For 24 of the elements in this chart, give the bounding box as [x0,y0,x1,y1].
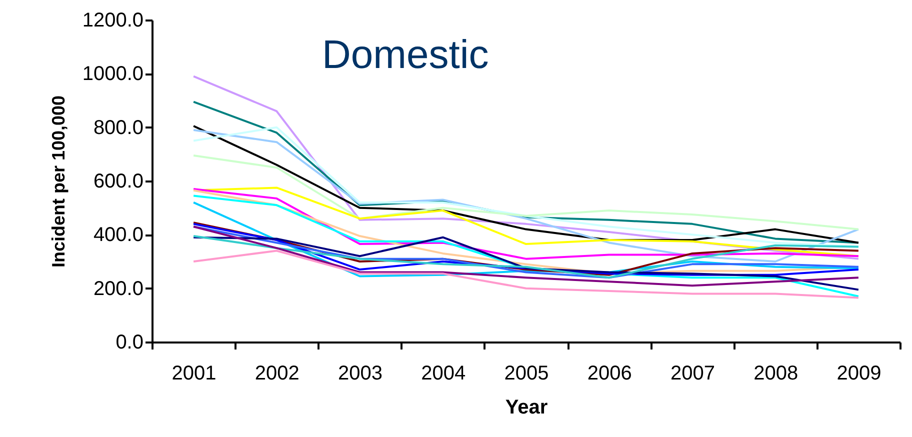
line-series [192,235,860,279]
line-series [192,75,860,260]
y-tick-label: 200.0 [93,278,144,300]
y-tick-label: 400.0 [93,224,144,246]
line-series [192,250,860,299]
y-tick-label: 600.0 [93,170,144,192]
y-tick-label: 1000.0 [82,63,144,86]
y-axis-title: Incident per 100,000 [48,95,68,268]
line-series [192,154,860,230]
y-tick-label: 1200.0 [82,10,144,32]
x-tick-label: 2003 [338,362,383,384]
x-tick-label: 2004 [421,362,466,384]
x-tick-label: 2009 [836,362,882,384]
line-series [192,236,860,291]
x-axis-title: Year [505,396,548,418]
x-tick-label: 2008 [754,362,798,384]
y-tick-label: 800.0 [93,116,144,139]
x-tick-label: 2006 [587,362,632,384]
x-tick-label: 2005 [504,362,549,384]
y-tick-label: 0.0 [116,332,144,354]
chart-title: Domestic [322,33,489,77]
x-tick-label: 2007 [670,362,715,384]
x-tick-label: 2002 [254,362,300,384]
x-tick-label: 2001 [172,362,216,384]
